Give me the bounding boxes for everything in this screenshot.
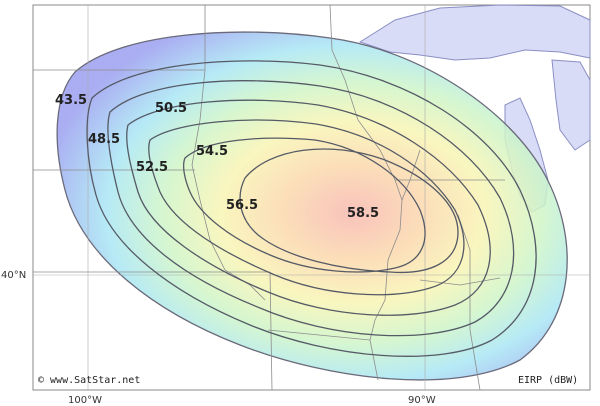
contour-label: 56.5 — [226, 198, 258, 213]
contour-58-5 — [239, 148, 459, 274]
contour-label: 50.5 — [155, 101, 187, 116]
contour-label: 52.5 — [136, 160, 168, 175]
copyright-text: © www.SatStar.net — [38, 375, 140, 386]
lake-huron — [551, 59, 591, 151]
contour-label: 58.5 — [347, 206, 379, 221]
contour-label: 54.5 — [196, 144, 228, 159]
contour-56-5 — [183, 137, 426, 273]
contour-label: 48.5 — [88, 132, 120, 147]
contour-label: 43.5 — [55, 93, 87, 108]
longitude-label: 100°W — [68, 395, 102, 406]
lake-superior — [358, 4, 591, 61]
contour-52-5 — [126, 99, 491, 316]
graticule — [33, 5, 590, 390]
contour-lines — [86, 60, 537, 357]
contour-54-5 — [148, 119, 465, 296]
contour-50-5 — [107, 80, 515, 337]
longitude-label: 90°W — [408, 395, 436, 406]
contour-48-5 — [86, 60, 537, 357]
latitude-label: 40°N — [1, 270, 26, 281]
legend-unit: EIRP (dBW) — [518, 375, 578, 386]
